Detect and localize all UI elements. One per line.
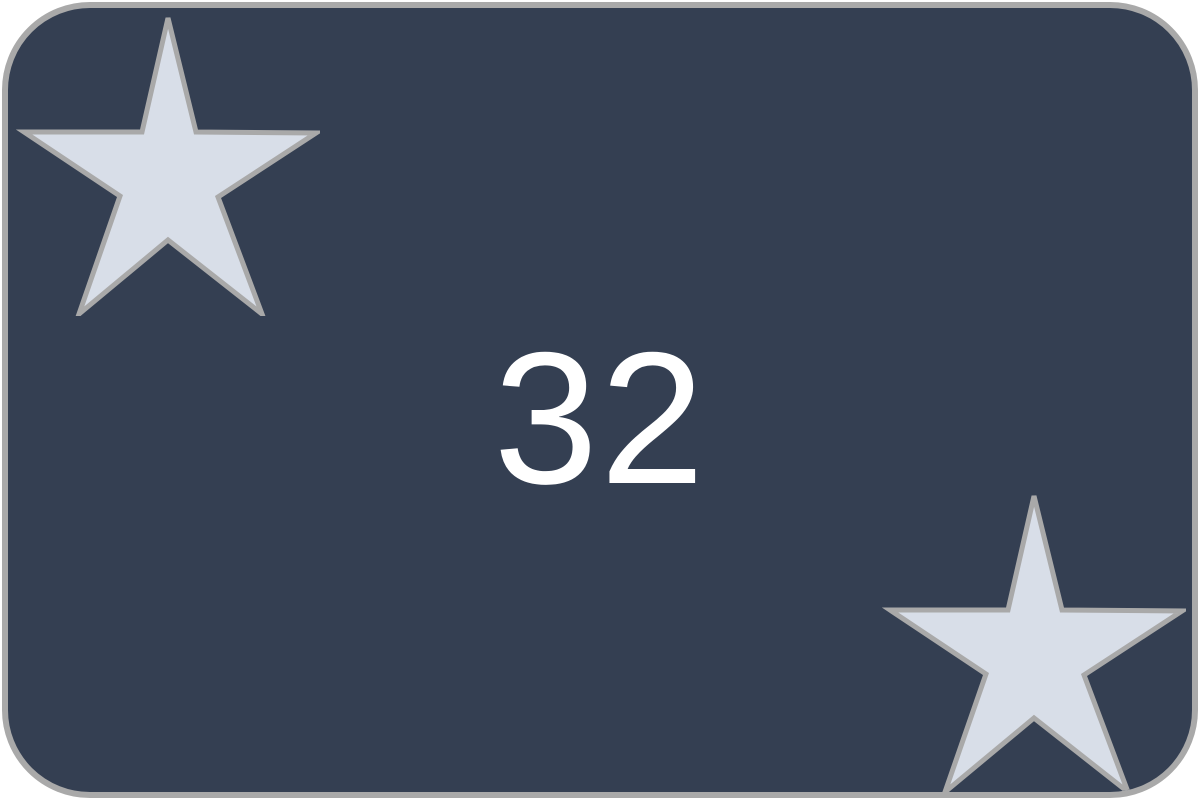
star-icon — [16, 17, 320, 316]
card-value: 32 — [493, 313, 707, 523]
star-shape — [882, 495, 1186, 792]
star-icon — [882, 495, 1186, 792]
star-shape — [16, 17, 320, 316]
